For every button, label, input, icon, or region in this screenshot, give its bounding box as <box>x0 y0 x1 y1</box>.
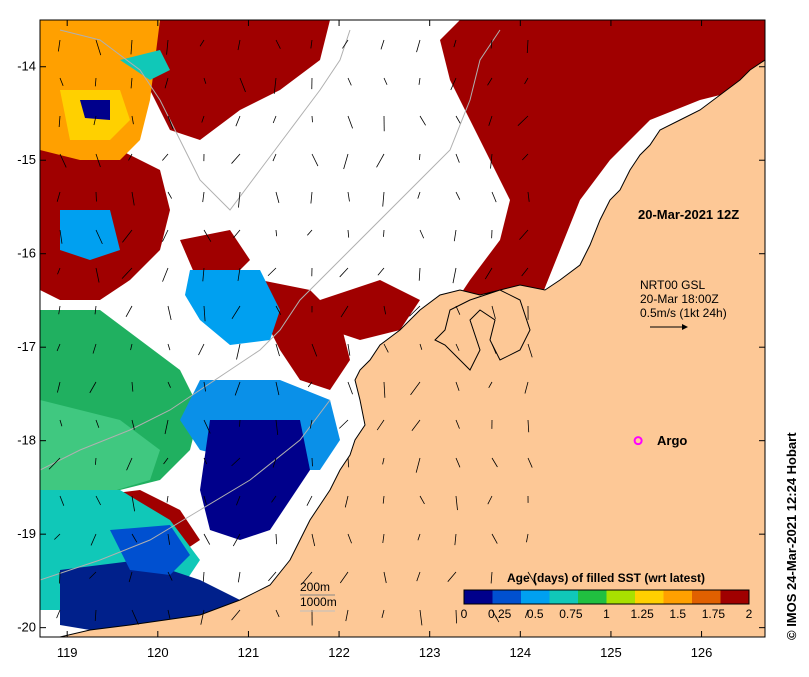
currents-legend-line3: 0.5m/s (1kt 24h) <box>640 306 727 320</box>
argo-label: Argo <box>657 433 687 448</box>
x-tick-label: 119 <box>57 645 78 660</box>
colorbar-tick-label: 2 <box>746 607 753 621</box>
y-tick-label: -19 <box>17 526 36 541</box>
colorbar-tick-label: 0 <box>461 607 468 621</box>
y-tick-label: -20 <box>17 620 36 635</box>
x-tick-label: 124 <box>509 645 531 660</box>
colorbar-swatch <box>464 590 493 604</box>
current-vector <box>59 572 60 583</box>
current-vector <box>312 116 313 122</box>
colorbar-tick-label: 1.75 <box>702 607 726 621</box>
currents-legend-line1: NRT00 GSL <box>640 278 705 292</box>
x-tick-label: 125 <box>600 645 622 660</box>
colorbar-swatch <box>493 590 522 604</box>
y-tick-label: -18 <box>17 433 36 448</box>
y-tick-label: -16 <box>17 246 36 261</box>
isobath-label-1000m: 1000m <box>300 595 337 609</box>
credit-text: © IMOS 24-Mar-2021 12:24 Hobart <box>784 432 799 640</box>
colorbar-tick-label: 1 <box>603 607 610 621</box>
y-tick-label: -15 <box>17 152 36 167</box>
colorbar-swatch <box>521 590 550 604</box>
y-tick-label: -17 <box>17 339 36 354</box>
colorbar-tick-label: 1.25 <box>630 607 654 621</box>
current-vector <box>456 610 457 623</box>
colorbar-tick-label: 0.5 <box>527 607 544 621</box>
x-tick-label: 122 <box>328 645 350 660</box>
current-vector <box>383 230 384 237</box>
colorbar-swatch <box>635 590 664 604</box>
colorbar-swatch <box>578 590 607 604</box>
x-tick-label: 121 <box>238 645 260 660</box>
currents-legend-line2: 20-Mar 18:00Z <box>640 292 719 306</box>
colorbar-tick-label: 1.5 <box>669 607 686 621</box>
colorbar-swatch <box>664 590 693 604</box>
colorbar-tick-label: 0.75 <box>559 607 583 621</box>
colorbar-swatch <box>721 590 750 604</box>
isobath-label-200m: 200m <box>300 580 330 594</box>
date-label: 20-Mar-2021 12Z <box>638 207 739 222</box>
colorbar-swatch <box>550 590 579 604</box>
colorbar-swatch <box>607 590 636 604</box>
colorbar-title: Age (days) of filled SST (wrt latest) <box>507 571 705 585</box>
colorbar-swatch <box>692 590 721 604</box>
x-tick-label: 120 <box>147 645 169 660</box>
colorbar-tick-label: 0.25 <box>488 607 512 621</box>
y-tick-label: -14 <box>17 59 36 74</box>
x-tick-label: 126 <box>691 645 713 660</box>
x-tick-label: 123 <box>419 645 441 660</box>
map-plot-area <box>40 20 765 637</box>
